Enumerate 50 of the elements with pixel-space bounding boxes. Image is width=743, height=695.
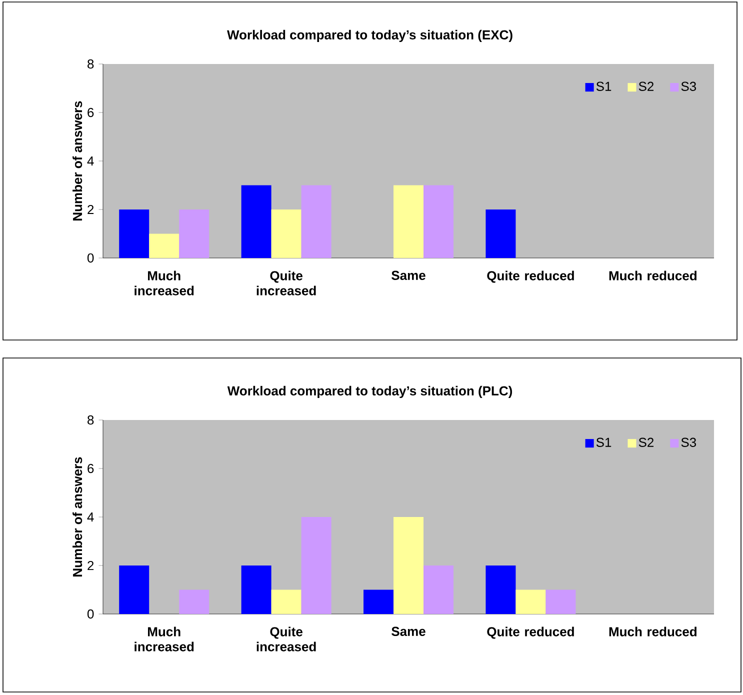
bar [241, 566, 272, 614]
y-tick-label: 8 [88, 415, 94, 425]
bar [301, 517, 332, 614]
bar [119, 209, 150, 258]
bar [179, 590, 210, 614]
y-tick-label: 2 [88, 204, 94, 214]
y-axis-title: Number of answers [72, 457, 82, 576]
y-tick-label: 0 [87, 609, 94, 619]
x-tick-label: Quite reduced [487, 626, 574, 639]
legend-label: S3 [681, 438, 696, 447]
x-tick-label: Quite increased [256, 270, 316, 296]
y-tick-label: 8 [88, 59, 94, 69]
x-tick-label: Quite increased [256, 626, 316, 652]
legend-label: S1 [596, 82, 612, 91]
bar [424, 566, 454, 614]
bar [149, 234, 180, 258]
bar [301, 185, 332, 258]
x-tick-label: Much increased [134, 270, 194, 296]
bar [241, 185, 272, 258]
x-tick-label: Much reduced [609, 626, 696, 636]
x-tick-label: Same [392, 626, 426, 636]
legend-label: S2 [638, 438, 654, 447]
bar [486, 566, 516, 614]
bar [179, 209, 210, 258]
bar [271, 590, 302, 614]
y-tick-label: 4 [87, 156, 94, 166]
x-tick-label: Much reduced [609, 270, 696, 280]
bar [486, 209, 516, 258]
y-tick-label: 6 [88, 108, 94, 118]
bar [394, 185, 424, 258]
legend-label: S2 [638, 82, 654, 91]
bar [516, 590, 546, 614]
y-tick-label: 6 [88, 464, 94, 474]
chart-title: Workload compared to today’s situation (EXC) [227, 30, 512, 42]
bar [546, 590, 576, 614]
x-tick-label: Much increased [134, 626, 194, 652]
y-tick-label: 4 [87, 512, 94, 522]
chart-title: Workload compared to today’s situation (PLC) [227, 386, 512, 398]
bar [394, 517, 424, 614]
bar [271, 209, 302, 258]
bar [119, 566, 150, 614]
x-tick-label: Same [392, 270, 426, 280]
bar [424, 185, 454, 258]
y-tick-label: 2 [88, 560, 94, 570]
y-axis-title: Number of answers [72, 101, 82, 220]
y-tick-label: 0 [87, 253, 94, 263]
legend-label: S3 [681, 82, 696, 91]
legend-label: S1 [596, 438, 612, 447]
x-tick-label: Quite reduced [487, 270, 574, 283]
bar [364, 590, 394, 614]
